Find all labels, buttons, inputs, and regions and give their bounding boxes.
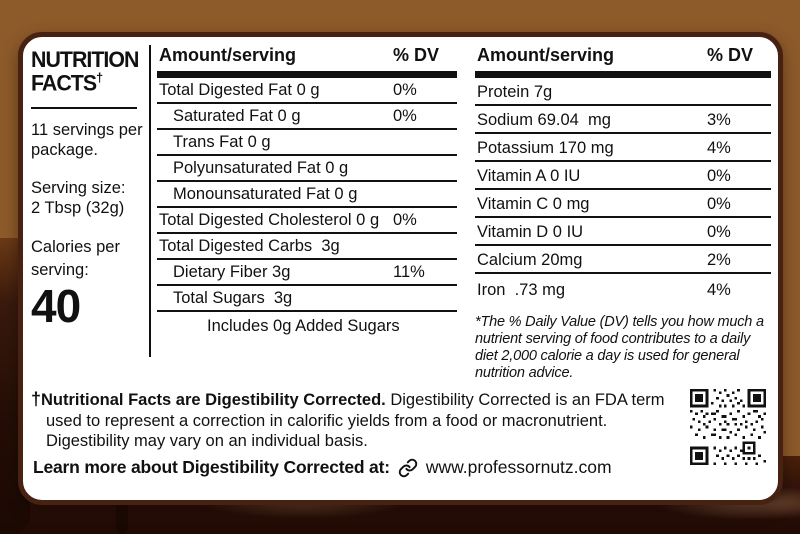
- digestibility-footnote: †Nutritional Facts are Digestibility Cor…: [31, 389, 686, 451]
- calories-value: 40: [31, 279, 81, 332]
- nutrient-table-left: Amount/serving % DV Total Digested Fat 0…: [157, 43, 457, 338]
- daily-value-footnote: *The % Daily Value (DV) tells you how mu…: [475, 314, 764, 382]
- table-row: Total Sugars 3g: [157, 286, 457, 312]
- table-row: Total Digested Fat 0 g 0%: [157, 78, 457, 104]
- header-amount-serving: Amount/serving: [159, 45, 297, 65]
- website-url: www.professornutz.com: [425, 457, 612, 477]
- table-row: Trans Fat 0 g: [157, 130, 457, 156]
- serving-size: Serving size: 2 Tbsp (32g): [31, 178, 126, 217]
- learn-more-line: Learn more about Digestibility Corrected…: [33, 457, 612, 478]
- learn-more-label: Learn more about Digestibility Corrected…: [33, 457, 390, 477]
- footnote-bold-text: Nutritional Facts are Digestibility Corr…: [41, 391, 386, 409]
- table-row: Dietary Fiber 3g 11%: [157, 260, 457, 286]
- header-bar: [157, 71, 457, 78]
- title-dagger: †: [96, 70, 103, 86]
- serving-info-panel: NUTRITION FACTS† 11 servings per package…: [31, 47, 149, 332]
- header-bar: [475, 71, 771, 78]
- header-percent-dv: % DV: [393, 45, 440, 65]
- footnote-text: Digestibility Corrected is an FDA term u…: [46, 391, 665, 451]
- label-title: NUTRITION FACTS†: [31, 47, 145, 96]
- title-line2: FACTS: [31, 70, 97, 96]
- table-row: Vitamin D 0 IU 0%: [475, 218, 771, 246]
- vertical-divider: [149, 45, 151, 357]
- table-row: Monounsaturated Fat 0 g: [157, 182, 457, 208]
- header-percent-dv: % DV: [707, 45, 754, 65]
- table-row: Sodium 69.04 mg 3%: [475, 106, 771, 134]
- table-header: Amount/serving % DV: [157, 43, 457, 71]
- table-row: Vitamin A 0 IU 0%: [475, 162, 771, 190]
- table-row: Saturated Fat 0 g 0%: [157, 104, 457, 130]
- table-row: Polyunsaturated Fat 0 g: [157, 156, 457, 182]
- header-amount-serving: Amount/serving: [477, 45, 615, 65]
- chain-link-icon: [398, 458, 418, 478]
- table-row: Includes 0g Added Sugars: [207, 317, 400, 335]
- panel-divider: [31, 107, 137, 110]
- calories-label: Calories per serving:: [31, 238, 120, 279]
- qr-code: [690, 389, 766, 465]
- table-row: Total Digested Carbs 3g: [157, 234, 457, 260]
- nutrient-table-right: Amount/serving % DV Protein 7g Sodium 69…: [475, 43, 771, 382]
- title-line1: NUTRITION: [31, 47, 139, 72]
- nutrition-label-card: NUTRITION FACTS† 11 servings per package…: [18, 32, 783, 505]
- table-row: Calcium 20mg 2%: [475, 246, 771, 274]
- servings-per-package: 11 servings per package.: [31, 121, 143, 159]
- table-row: Iron .73 mg 4%: [477, 281, 731, 299]
- table-row: Potassium 170 mg 4%: [475, 134, 771, 162]
- table-row: Vitamin C 0 mg 0%: [475, 190, 771, 218]
- dagger-symbol: †: [31, 389, 42, 409]
- table-row: Total Digested Cholesterol 0 g 0%: [157, 208, 457, 234]
- table-header: Amount/serving % DV: [475, 43, 771, 71]
- table-row: Protein 7g: [475, 78, 771, 106]
